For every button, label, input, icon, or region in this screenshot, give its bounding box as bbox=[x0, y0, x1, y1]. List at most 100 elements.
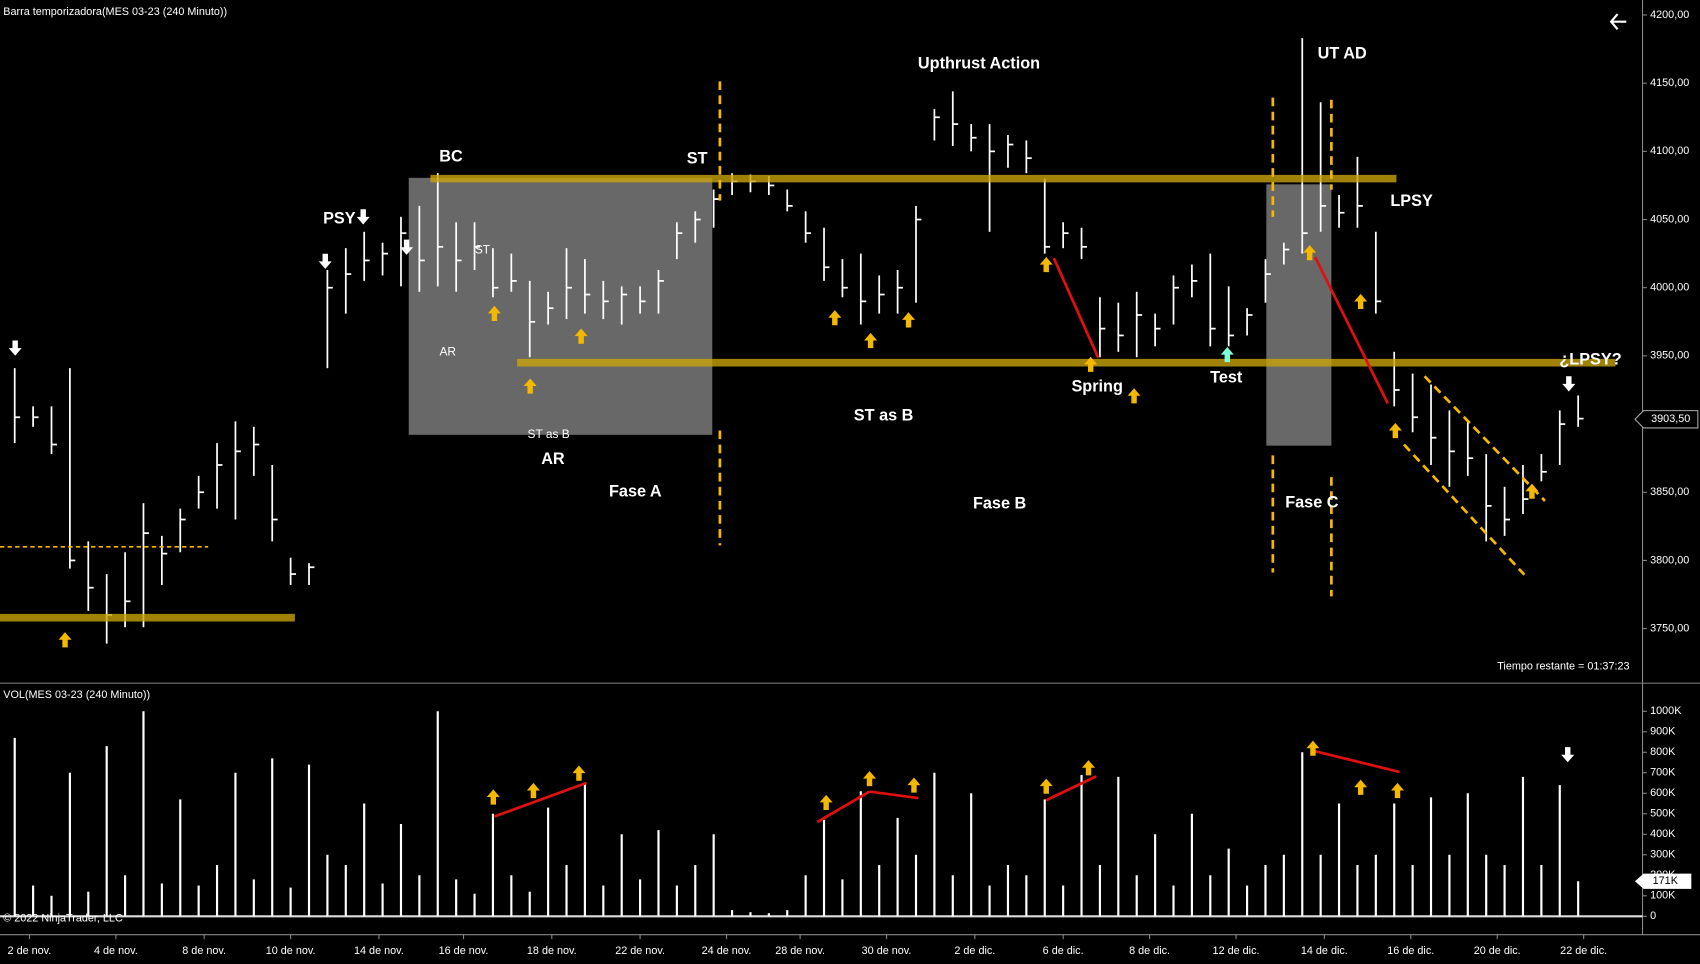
volume-panel-title: VOL(MES 03-23 (240 Minuto)) bbox=[3, 689, 150, 701]
x-tick-label: 16 de nov. bbox=[439, 945, 489, 957]
annotation: ST bbox=[475, 243, 490, 257]
up-arrow bbox=[1127, 388, 1141, 404]
x-tick-label: 24 de nov. bbox=[702, 945, 752, 957]
y-tick-label: 3750,00 bbox=[1650, 622, 1689, 634]
x-tick-label: 4 de nov. bbox=[94, 945, 138, 957]
x-tick-label: 14 de nov. bbox=[354, 945, 404, 957]
time-remaining: Tiempo restante = 01:37:23 bbox=[1497, 661, 1629, 673]
annotation: ST bbox=[687, 150, 708, 168]
x-tick-label: 2 de dic. bbox=[954, 945, 995, 957]
y-tick-label: 800K bbox=[1650, 746, 1676, 758]
down-arrow bbox=[8, 340, 22, 356]
annotation: BC bbox=[439, 148, 463, 166]
up-arrow bbox=[1220, 346, 1234, 363]
x-tick-label: 16 de dic. bbox=[1387, 945, 1434, 957]
trend-line bbox=[869, 790, 919, 800]
annotation: Spring bbox=[1071, 377, 1122, 395]
annotation: AR bbox=[541, 450, 565, 468]
up-arrow bbox=[1039, 778, 1053, 794]
up-arrow bbox=[1391, 782, 1405, 799]
down-arrow bbox=[400, 239, 414, 255]
y-tick-label: 300K bbox=[1650, 849, 1676, 861]
up-arrow bbox=[819, 794, 833, 811]
annotation: Fase C bbox=[1285, 493, 1339, 511]
up-arrow bbox=[1082, 760, 1096, 776]
x-tick-label: 28 de nov. bbox=[775, 945, 825, 957]
x-tick-label: 2 de nov. bbox=[8, 945, 52, 957]
x-tick-label: 8 de dic. bbox=[1129, 945, 1170, 957]
y-tick-label: 4000,00 bbox=[1650, 282, 1689, 294]
up-arrow bbox=[1354, 293, 1368, 310]
copyright: © 2022 NinjaTrader, LLC bbox=[3, 912, 123, 924]
annotation: ST as B bbox=[528, 427, 570, 441]
channel-line bbox=[1423, 375, 1546, 502]
y-tick-label: 3850,00 bbox=[1650, 486, 1689, 498]
annotation: PSY bbox=[323, 209, 356, 227]
y-tick-label: 4150,00 bbox=[1650, 77, 1689, 89]
annotation: Fase A bbox=[609, 483, 662, 501]
y-tick-label: 3950,00 bbox=[1650, 350, 1689, 362]
last-volume-tag bbox=[1634, 873, 1692, 889]
x-tick-label: 12 de dic. bbox=[1213, 945, 1260, 957]
x-tick-label: 6 de dic. bbox=[1043, 945, 1084, 957]
y-tick-label: 4200,00 bbox=[1650, 9, 1689, 21]
trend-line bbox=[493, 781, 588, 818]
up-arrow bbox=[486, 789, 500, 805]
x-tick-label: 30 de nov. bbox=[862, 945, 912, 957]
up-arrow bbox=[1388, 422, 1402, 439]
trend-line bbox=[1311, 749, 1401, 774]
up-arrow bbox=[864, 332, 878, 349]
up-arrow bbox=[572, 765, 586, 781]
up-arrow bbox=[1084, 356, 1098, 372]
annotation: Fase B bbox=[973, 495, 1026, 513]
annotation: AR bbox=[439, 345, 456, 359]
y-tick-label: 1000K bbox=[1650, 705, 1682, 717]
range-box bbox=[1266, 184, 1332, 446]
back-button[interactable] bbox=[1609, 13, 1627, 30]
x-tick-label: 18 de nov. bbox=[527, 945, 577, 957]
up-arrow bbox=[523, 378, 537, 394]
trend-line bbox=[1052, 257, 1100, 359]
annotation: ¿LPSY? bbox=[1559, 350, 1621, 368]
up-arrow bbox=[1306, 740, 1320, 756]
y-tick-label: 900K bbox=[1650, 726, 1676, 738]
x-tick-label: 22 de nov. bbox=[615, 945, 665, 957]
x-tick-label: 10 de nov. bbox=[266, 945, 316, 957]
y-tick-label: 100K bbox=[1650, 890, 1676, 902]
y-tick-label: 4050,00 bbox=[1650, 213, 1689, 225]
trend-line bbox=[1045, 775, 1097, 802]
up-arrow bbox=[828, 310, 842, 326]
annotation: ST as B bbox=[854, 407, 914, 425]
annotation: LPSY bbox=[1390, 192, 1433, 210]
y-tick-label: 600K bbox=[1650, 787, 1676, 799]
up-arrow bbox=[1525, 483, 1539, 499]
last-volume-label: 171K bbox=[1653, 875, 1679, 887]
trend-line bbox=[816, 790, 871, 824]
y-tick-label: 0 bbox=[1650, 910, 1656, 922]
annotation: Upthrust Action bbox=[918, 54, 1040, 72]
last-price-tag bbox=[1634, 410, 1699, 429]
y-tick-label: 400K bbox=[1650, 828, 1676, 840]
y-tick-label: 500K bbox=[1650, 808, 1676, 820]
up-arrow bbox=[863, 770, 877, 787]
trend-line bbox=[1313, 256, 1389, 404]
up-arrow bbox=[574, 328, 588, 344]
channel-line bbox=[1403, 443, 1526, 576]
x-tick-label: 22 de dic. bbox=[1560, 945, 1607, 957]
last-price-label: 3903,50 bbox=[1651, 413, 1690, 425]
up-arrow bbox=[902, 312, 916, 328]
x-tick-label: 8 de nov. bbox=[182, 945, 226, 957]
annotation: Test bbox=[1210, 369, 1243, 387]
up-arrow bbox=[907, 777, 921, 793]
range-box bbox=[408, 177, 713, 435]
up-arrow bbox=[1039, 256, 1053, 273]
y-tick-label: 3800,00 bbox=[1650, 554, 1689, 566]
down-arrow bbox=[318, 253, 332, 269]
up-arrow bbox=[487, 305, 501, 321]
up-arrow bbox=[1354, 779, 1368, 795]
y-tick-label: 4100,00 bbox=[1650, 145, 1689, 157]
x-tick-label: 20 de dic. bbox=[1474, 945, 1521, 957]
annotation: UT AD bbox=[1318, 45, 1367, 63]
